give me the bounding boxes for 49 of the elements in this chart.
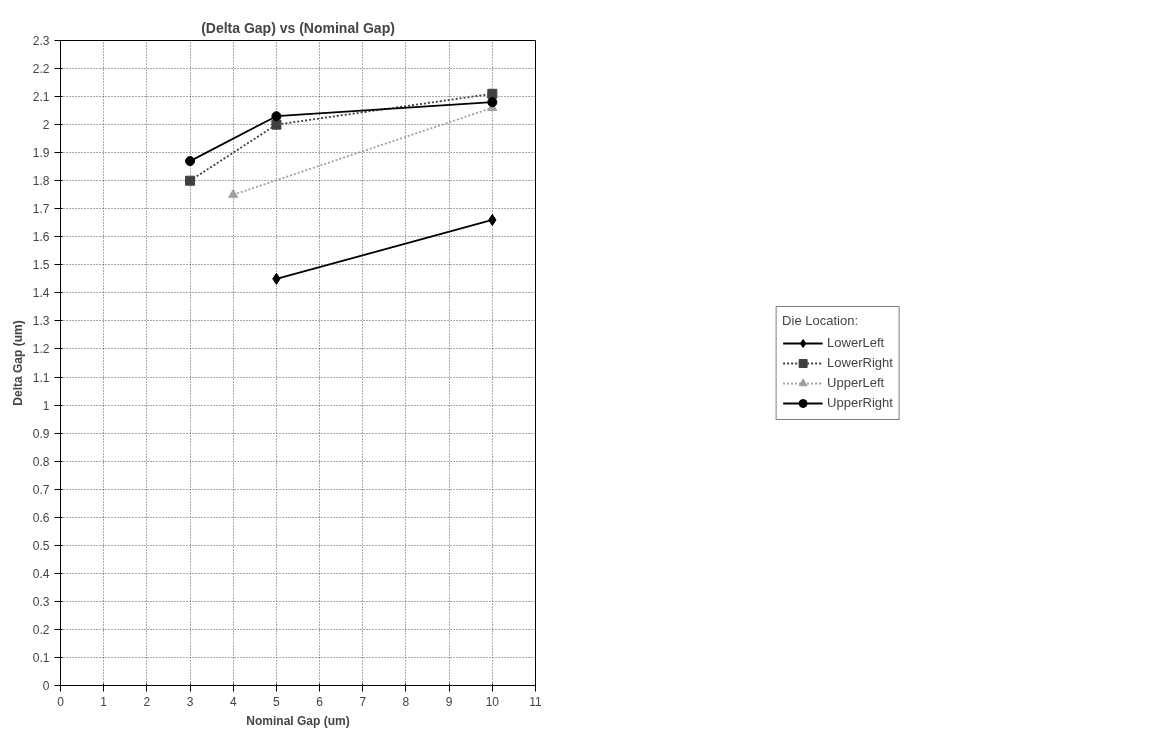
x-tick-label: 10 xyxy=(485,694,500,709)
y-tick-label: 1.6 xyxy=(32,230,50,245)
x-tick-label: 4 xyxy=(229,694,237,709)
y-tick-label: 0.6 xyxy=(32,510,50,525)
point xyxy=(271,119,282,130)
y-tick-label: 1 xyxy=(42,398,50,413)
x-tick-label: 8 xyxy=(402,694,410,709)
legend-label: LowerRight xyxy=(827,355,893,370)
point xyxy=(487,88,498,99)
point xyxy=(271,111,282,122)
x-tick-label: 0 xyxy=(57,694,65,709)
x-tick-label: 2 xyxy=(143,694,151,709)
y-tick-label: 0.7 xyxy=(32,482,50,497)
legend-label: LowerLeft xyxy=(827,335,885,350)
x-tick-label: 5 xyxy=(273,694,281,709)
y-tick-label: 0.5 xyxy=(32,538,50,553)
x-tick-label: 7 xyxy=(359,694,367,709)
y-tick-label: 0.1 xyxy=(32,650,50,665)
x-tick-label: 9 xyxy=(445,694,453,709)
y-tick-label: 1.2 xyxy=(32,342,50,357)
y-tick-label: 0.2 xyxy=(32,622,50,637)
y-tick-label: 1.3 xyxy=(32,314,50,329)
y-tick-label: 1.8 xyxy=(32,174,50,189)
x-axis-title: Nominal Gap (um) xyxy=(246,713,350,728)
y-tick-label: 2.1 xyxy=(32,90,50,105)
y-tick-label: 2 xyxy=(42,118,50,133)
chart-title: (Delta Gap) vs (Nominal Gap) xyxy=(201,19,395,36)
legend-label: UpperLeft xyxy=(827,375,885,390)
legend-title: Die Location: xyxy=(782,312,859,328)
point xyxy=(185,156,196,167)
x-tick-label: 3 xyxy=(186,694,194,709)
x-tick-label: 1 xyxy=(100,694,108,709)
y-tick-label: 2.2 xyxy=(32,62,50,77)
y-tick-label: 1.1 xyxy=(32,370,50,385)
y-tick-label: 1.9 xyxy=(32,146,50,161)
y-tick-label: 0.4 xyxy=(32,566,50,581)
point xyxy=(185,175,196,186)
legend-label: UpperRight xyxy=(827,395,893,410)
y-tick-label: 0.3 xyxy=(32,594,50,609)
y-tick-label: 1.7 xyxy=(32,202,50,217)
y-axis-title: Delta Gap (um) xyxy=(10,320,25,406)
y-tick-label: 1.4 xyxy=(32,286,50,301)
x-tick-label: 11 xyxy=(529,694,543,709)
y-tick-label: 0.9 xyxy=(32,426,50,441)
x-tick-label: 6 xyxy=(316,694,324,709)
y-tick-label: 2.3 xyxy=(32,34,50,48)
y-tick-label: 0 xyxy=(42,679,50,693)
y-tick-label: 1.5 xyxy=(32,258,50,273)
y-tick-label: 0.8 xyxy=(32,454,50,469)
